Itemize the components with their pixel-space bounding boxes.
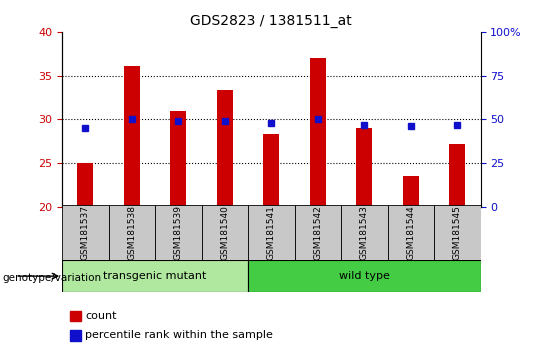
Bar	[434, 205, 481, 260]
Bar	[170, 111, 186, 207]
Bar	[155, 205, 201, 260]
Bar	[109, 205, 155, 260]
Bar	[388, 205, 434, 260]
Text: GSM181541: GSM181541	[267, 205, 276, 260]
Bar	[248, 260, 481, 292]
Bar	[124, 66, 140, 207]
Bar	[449, 144, 465, 207]
Text: percentile rank within the sample: percentile rank within the sample	[85, 330, 273, 341]
Text: genotype/variation: genotype/variation	[3, 273, 102, 283]
Bar	[70, 311, 81, 321]
Text: GSM181540: GSM181540	[220, 205, 230, 260]
Text: GSM181537: GSM181537	[81, 205, 90, 260]
Bar	[217, 90, 233, 207]
Text: count: count	[85, 311, 117, 321]
Bar	[201, 205, 248, 260]
Bar	[310, 58, 326, 207]
Title: GDS2823 / 1381511_at: GDS2823 / 1381511_at	[191, 14, 352, 28]
Bar	[263, 135, 280, 207]
Bar	[248, 205, 295, 260]
Text: GSM181539: GSM181539	[174, 205, 183, 260]
Text: GSM181543: GSM181543	[360, 205, 369, 260]
Bar	[62, 205, 109, 260]
Text: GSM181538: GSM181538	[127, 205, 136, 260]
Bar	[341, 205, 388, 260]
Bar	[70, 330, 81, 341]
Bar	[62, 260, 248, 292]
Bar	[403, 176, 419, 207]
Text: GSM181545: GSM181545	[453, 205, 462, 260]
Text: GSM181544: GSM181544	[407, 205, 415, 260]
Bar	[77, 163, 93, 207]
Text: GSM181542: GSM181542	[313, 205, 322, 260]
Text: wild type: wild type	[339, 271, 390, 281]
Bar	[295, 205, 341, 260]
Bar	[356, 128, 373, 207]
Text: transgenic mutant: transgenic mutant	[104, 271, 207, 281]
